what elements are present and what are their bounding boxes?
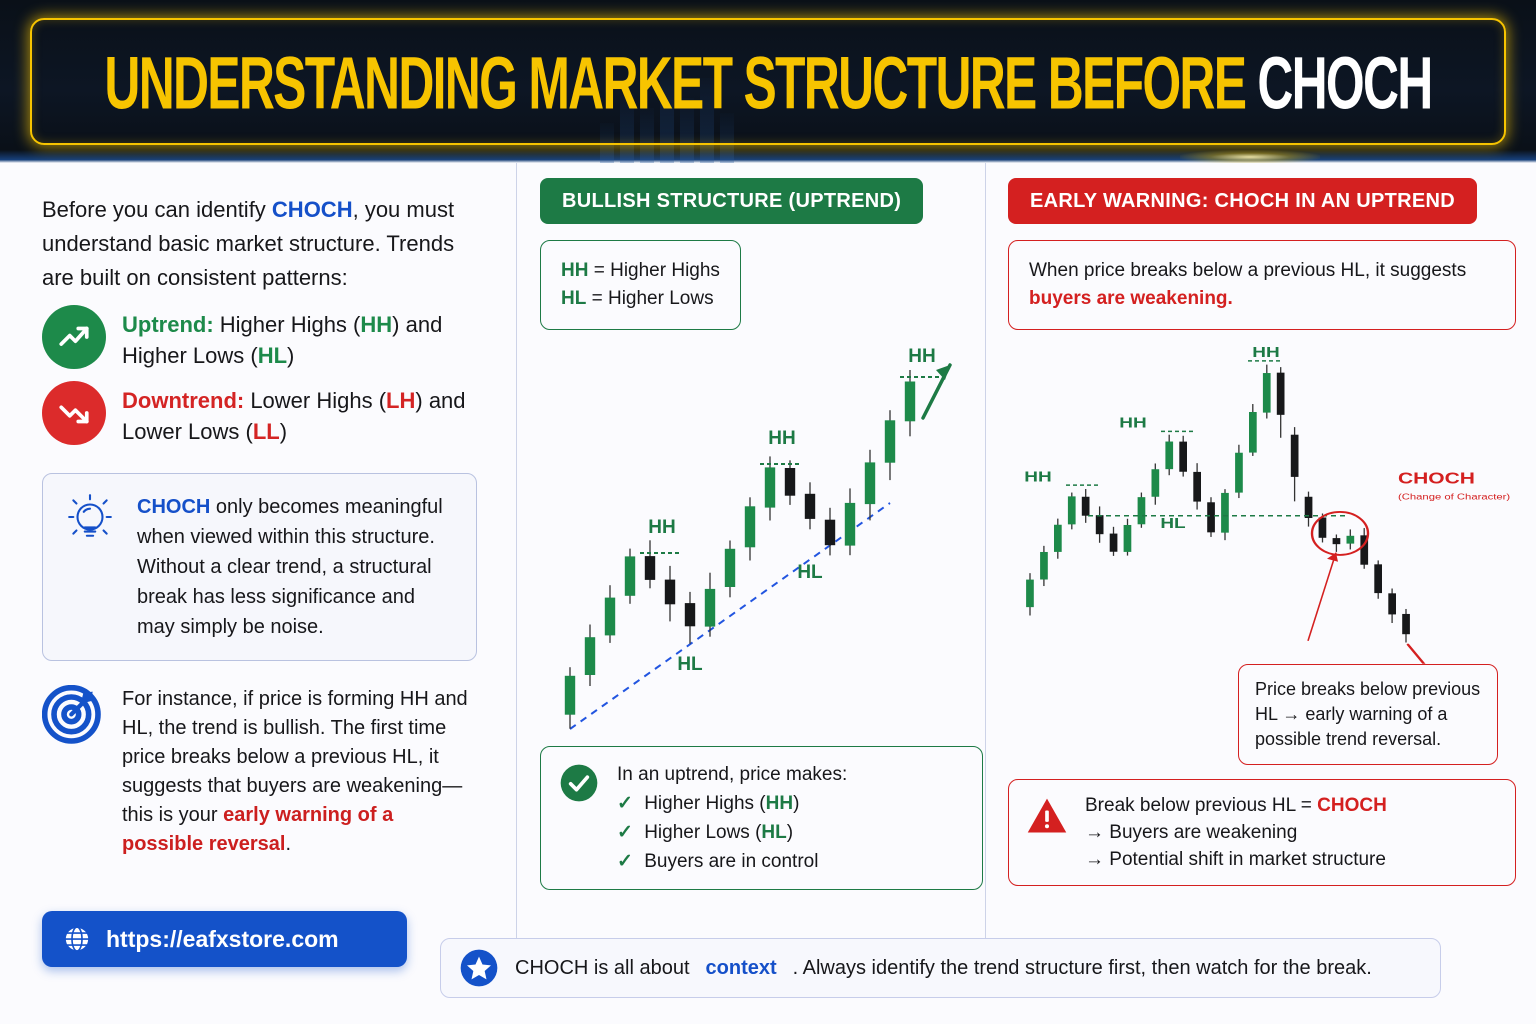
svg-text:HH: HH: [908, 346, 935, 367]
svg-text:HL: HL: [797, 562, 823, 583]
svg-text:HH: HH: [768, 428, 795, 449]
svg-text:HL: HL: [1160, 515, 1185, 531]
svg-text:(Change of Character): (Change of Character): [1398, 493, 1510, 502]
svg-text:CHOCH: CHOCH: [1398, 469, 1475, 487]
svg-text:HH: HH: [1252, 344, 1279, 360]
svg-text:HH: HH: [1119, 415, 1146, 431]
svg-text:HL: HL: [677, 654, 703, 675]
svg-text:HH: HH: [1024, 468, 1051, 484]
svg-text:HH: HH: [648, 517, 675, 538]
